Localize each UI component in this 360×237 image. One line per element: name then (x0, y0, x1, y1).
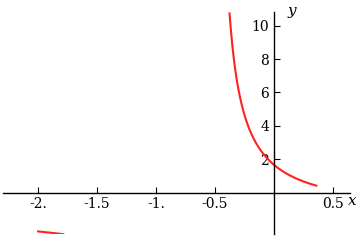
Text: y: y (287, 4, 296, 18)
Text: x: x (348, 194, 357, 208)
